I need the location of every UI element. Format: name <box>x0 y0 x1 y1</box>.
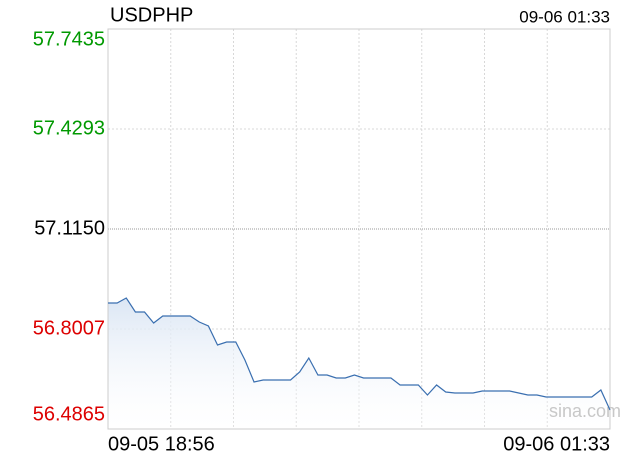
y-tick-label: 57.7435 <box>33 28 105 50</box>
updated-time: 09-06 01:33 <box>519 7 610 26</box>
chart-title: USDPHP <box>110 4 193 26</box>
y-tick-label: 57.4293 <box>33 117 105 139</box>
watermark: sina.com <box>549 401 620 421</box>
x-tick-label: 09-06 01:33 <box>503 433 610 455</box>
y-tick-label: 56.8007 <box>33 317 105 339</box>
y-tick-label: 57.1150 <box>34 217 105 239</box>
price-line <box>108 297 611 411</box>
x-tick-label: 09-05 18:56 <box>108 433 215 455</box>
y-tick-label: 56.4865 <box>33 403 105 425</box>
plot-frame <box>107 28 611 430</box>
area-fill <box>108 297 610 429</box>
